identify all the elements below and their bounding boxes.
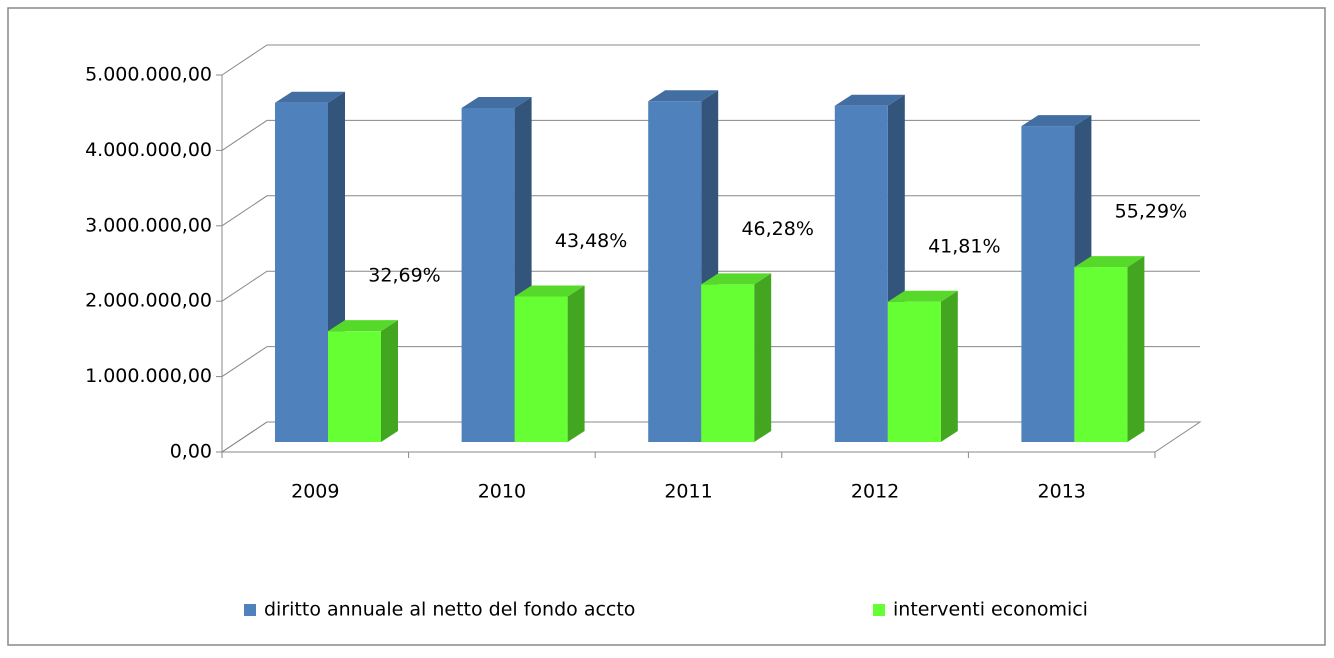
bar <box>1074 256 1145 442</box>
y-tick-label: 3.000.000,00 <box>85 214 212 236</box>
bar-front <box>1074 267 1128 442</box>
x-tick-label: 2013 <box>1038 481 1086 503</box>
bar-top <box>834 94 905 106</box>
x-tick-label: 2009 <box>291 481 339 503</box>
y-tick-label: 1.000.000,00 <box>85 365 212 387</box>
data-label: 55,29% <box>1115 201 1187 223</box>
legend-label: interventi economici <box>893 599 1088 621</box>
bar-top <box>887 290 958 302</box>
bar-front <box>461 107 515 442</box>
bar-front <box>648 101 702 442</box>
bar-side <box>940 290 958 442</box>
bar-side <box>1127 256 1145 442</box>
y-tick-label: 0,00 <box>170 441 212 463</box>
x-tick-label: 2012 <box>851 481 899 503</box>
data-label: 43,48% <box>555 230 627 252</box>
legend-swatch <box>873 604 885 616</box>
y-tick-label: 4.000.000,00 <box>85 139 212 161</box>
data-label: 41,81% <box>928 235 1000 257</box>
bar-top <box>275 91 345 103</box>
bar-front <box>275 102 328 442</box>
x-tick-label: 2011 <box>664 481 712 503</box>
bar-front <box>1021 126 1075 442</box>
data-label: 46,28% <box>741 218 813 240</box>
bar-front <box>514 296 568 442</box>
bar <box>887 290 958 442</box>
bar-top <box>648 90 719 102</box>
bar-top <box>461 96 532 108</box>
grid-line <box>221 44 1200 76</box>
y-tick-label: 5.000.000,00 <box>85 64 212 86</box>
legend-label: diritto annuale al netto del fondo accto <box>264 599 635 621</box>
bar-side <box>567 285 585 442</box>
bar-side <box>381 320 398 442</box>
bar-top <box>701 273 772 285</box>
y-tick-label: 2.000.000,00 <box>85 290 212 312</box>
x-tick-label: 2010 <box>478 481 526 503</box>
bar-top <box>1021 115 1092 127</box>
bar-top <box>328 320 398 332</box>
bar-front <box>887 301 941 442</box>
bar <box>834 94 905 442</box>
bar-top <box>514 285 585 297</box>
bar <box>328 320 398 442</box>
legend-swatch <box>244 604 256 616</box>
bar-side <box>754 273 772 442</box>
data-label: 32,69% <box>368 265 440 287</box>
bar <box>701 273 772 442</box>
bar-top <box>1074 256 1145 268</box>
bar <box>514 285 585 442</box>
bar-front <box>328 331 381 442</box>
bar-front <box>834 105 888 442</box>
bar-front <box>701 284 755 442</box>
